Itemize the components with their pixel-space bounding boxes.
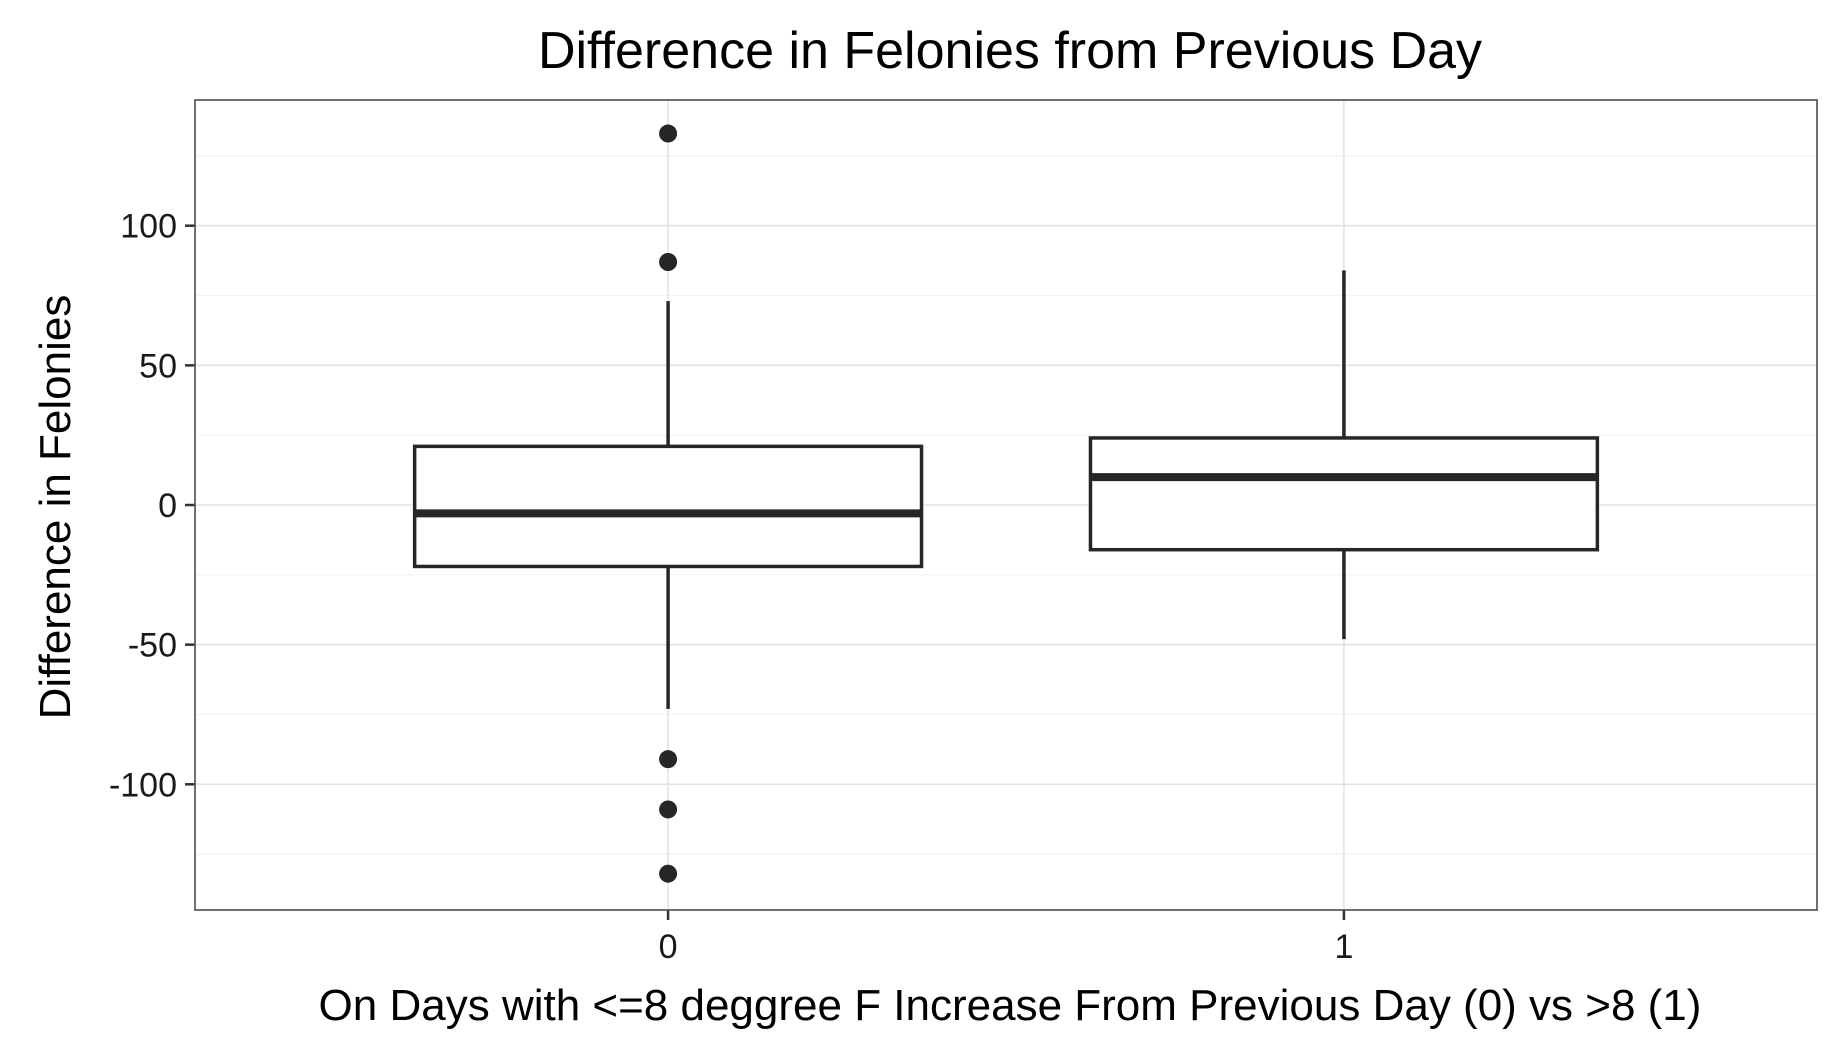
- x-axis-title: On Days with <=8 deggree F Increase From…: [319, 981, 1702, 1030]
- box-marks: [412, 124, 1600, 883]
- iqr-box-0: [412, 444, 924, 569]
- y-tick-label-3: 50: [139, 347, 177, 385]
- outlier-point-0-0: [659, 124, 678, 143]
- outlier-point-0-4: [659, 864, 678, 883]
- y-tick-label-2: 0: [158, 487, 177, 525]
- outlier-point-0-1: [659, 253, 678, 271]
- box-group-0: [412, 124, 924, 883]
- chart-title: Difference in Felonies from Previous Day: [538, 22, 1482, 80]
- y-tick-label-0: -100: [109, 766, 177, 804]
- panel-border: [194, 99, 1818, 911]
- box-group-1: [1088, 270, 1600, 640]
- outlier-point-0-2: [659, 750, 678, 769]
- outlier-point-0-3: [659, 800, 678, 819]
- iqr-box-1: [1088, 436, 1600, 552]
- y-axis-title: Difference in Felonies: [31, 295, 80, 720]
- x-tick-label-0: 0: [659, 928, 678, 966]
- y-tick-label-4: 100: [120, 208, 177, 246]
- y-tick-label-1: -50: [128, 627, 177, 665]
- x-tick-label-1: 1: [1334, 928, 1353, 966]
